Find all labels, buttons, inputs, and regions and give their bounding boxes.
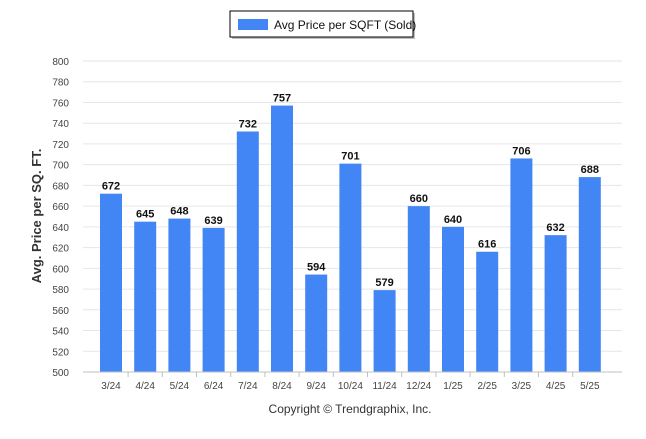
x-tick-label: 12/24 — [406, 381, 431, 392]
x-tick-label: 5/24 — [170, 381, 190, 392]
x-tick-label: 4/24 — [135, 381, 155, 392]
bar-data-label: 706 — [512, 145, 530, 157]
bar-data-label: 639 — [204, 215, 222, 227]
bar — [373, 290, 396, 372]
y-tick-label: 680 — [52, 181, 69, 192]
bar — [442, 226, 464, 372]
x-tick-label: 11/24 — [372, 381, 397, 392]
y-tick-label: 620 — [52, 244, 69, 255]
bar-data-label: 732 — [239, 118, 257, 130]
x-tick-label: 3/24 — [101, 381, 121, 392]
y-tick-label: 520 — [52, 347, 69, 358]
bar — [578, 177, 601, 372]
bar-data-label: 640 — [444, 214, 462, 226]
bar-data-label: 579 — [375, 277, 393, 289]
y-tick-label: 720 — [52, 140, 69, 151]
bar — [339, 163, 362, 372]
bar-data-label: 616 — [478, 239, 496, 251]
y-tick-label: 500 — [52, 368, 69, 379]
bar-data-label: 660 — [410, 193, 428, 205]
x-tick-label: 7/24 — [238, 381, 258, 392]
bar — [134, 221, 157, 372]
y-tick-label: 640 — [52, 223, 69, 234]
bar — [510, 158, 533, 372]
x-axis-tick-labels: 3/24 4/24 5/24 6/24 7/24 8/24 9/24 10/24 11/24 12… — [101, 372, 600, 392]
legend-label: Avg Price per SQFT (Sold) — [274, 18, 416, 32]
y-tick-label: 700 — [52, 161, 69, 172]
bar — [476, 251, 499, 372]
y-tick-label: 740 — [52, 119, 69, 130]
bar-data-label: 688 — [581, 164, 599, 176]
copyright-footer: Copyright © Trendgraphix, Inc. — [269, 402, 432, 416]
x-tick-label: 5/25 — [580, 381, 600, 392]
bar-data-labels: 672 645 648 639 732 757 594 701 579 660 640 616 706 6… — [102, 93, 599, 290]
bar-data-label: 648 — [170, 206, 188, 218]
legend-swatch — [238, 19, 268, 30]
bar-data-label: 632 — [546, 222, 564, 234]
x-tick-label: 9/24 — [306, 381, 326, 392]
y-tick-label: 760 — [52, 98, 69, 109]
y-tick-label: 660 — [52, 202, 69, 213]
x-tick-label: 2/25 — [477, 381, 497, 392]
y-tick-label: 800 — [52, 57, 69, 68]
y-tick-label: 600 — [52, 264, 69, 275]
bar-data-label: 701 — [341, 151, 359, 163]
bar — [407, 206, 430, 372]
bar-data-label: 672 — [102, 181, 120, 193]
bar — [305, 274, 328, 372]
y-tick-label: 560 — [52, 306, 69, 317]
x-tick-label: 3/25 — [512, 381, 532, 392]
bar-data-label: 594 — [307, 262, 326, 274]
y-tick-label: 580 — [52, 285, 69, 296]
x-tick-label: 4/25 — [546, 381, 566, 392]
bar-data-label: 645 — [136, 209, 154, 221]
x-tick-label: 6/24 — [204, 381, 224, 392]
x-tick-label: 10/24 — [338, 381, 363, 392]
x-tick-label: 1/25 — [443, 381, 463, 392]
bar — [271, 105, 293, 373]
bar — [168, 218, 191, 372]
bar — [544, 235, 567, 372]
y-axis-tick-labels: 500 520 540 560 580 600 620 640 660 680 700 720 740 7… — [52, 57, 69, 379]
bar — [202, 227, 225, 372]
y-axis-label: Avg. Price per SQ. FT. — [29, 149, 44, 284]
bar-data-label: 757 — [273, 93, 291, 105]
bars — [100, 105, 601, 373]
y-tick-label: 540 — [52, 327, 69, 338]
bar — [100, 193, 122, 372]
legend: Avg Price per SQFT (Sold) — [229, 10, 416, 39]
x-tick-label: 8/24 — [272, 381, 292, 392]
bar — [236, 131, 259, 372]
y-tick-label: 780 — [52, 78, 69, 89]
